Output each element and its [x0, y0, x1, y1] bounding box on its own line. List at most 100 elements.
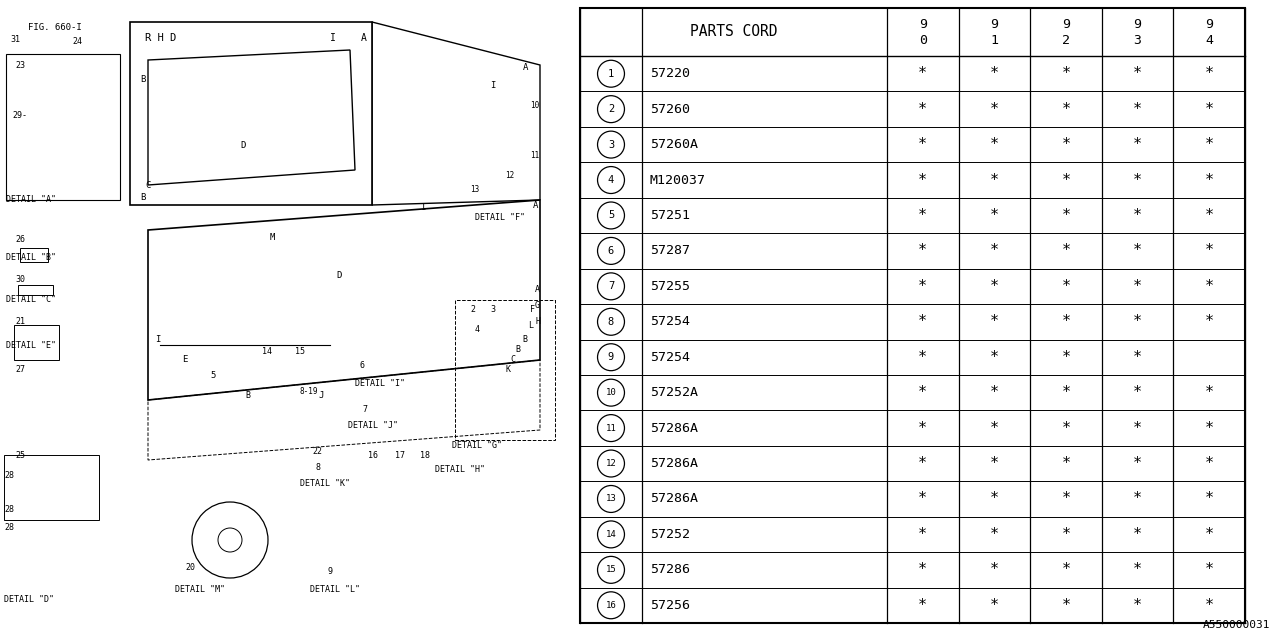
Text: *: * [918, 385, 928, 400]
Bar [131, 22, 372, 205]
Text: 9: 9 [1134, 17, 1142, 31]
Text: 7: 7 [608, 282, 614, 291]
Text: *: * [1204, 208, 1213, 223]
Text: 4: 4 [1206, 33, 1213, 47]
Text: A: A [535, 285, 540, 294]
Text: 9: 9 [991, 17, 998, 31]
Text: J: J [317, 390, 324, 399]
Text: 57286A: 57286A [650, 457, 698, 470]
Text: A: A [522, 63, 529, 72]
Text: *: * [989, 563, 998, 577]
Text: G: G [535, 301, 540, 310]
Text: 30: 30 [15, 275, 26, 285]
Text: 1: 1 [991, 33, 998, 47]
Text: *: * [918, 66, 928, 81]
Text: 3: 3 [608, 140, 614, 150]
Text: 5: 5 [608, 211, 614, 220]
Text: 2: 2 [470, 305, 475, 314]
Text: 9: 9 [328, 568, 333, 577]
Bar [4, 455, 99, 520]
Text: *: * [989, 66, 998, 81]
Text: 57286A: 57286A [650, 492, 698, 506]
Text: I: I [490, 81, 495, 90]
Text: *: * [1204, 385, 1213, 400]
Text: D: D [335, 271, 342, 280]
Text: *: * [989, 208, 998, 223]
Text: *: * [1061, 492, 1070, 506]
Text: *: * [1204, 563, 1213, 577]
Text: *: * [1133, 102, 1142, 116]
Text: B: B [522, 335, 527, 344]
Text: 5: 5 [210, 371, 215, 380]
Text: A: A [361, 33, 367, 43]
Text: H: H [535, 317, 540, 326]
Text: 57252A: 57252A [650, 386, 698, 399]
Text: 57220: 57220 [650, 67, 690, 80]
Text: 10: 10 [605, 388, 617, 397]
Text: K: K [506, 365, 509, 374]
Text: A550000031: A550000031 [1202, 620, 1270, 630]
Text: *: * [989, 279, 998, 294]
Text: 27: 27 [15, 365, 26, 374]
Text: PARTS CORD: PARTS CORD [690, 24, 777, 40]
Text: 4: 4 [608, 175, 614, 185]
Text: DETAIL "F": DETAIL "F" [475, 214, 525, 223]
Text: *: * [1133, 563, 1142, 577]
Text: D: D [241, 141, 246, 150]
Text: *: * [989, 102, 998, 116]
Text: *: * [1204, 527, 1213, 542]
Text: 17: 17 [396, 451, 404, 460]
Text: 16: 16 [605, 601, 617, 610]
Text: B: B [140, 76, 146, 84]
Text: *: * [1061, 527, 1070, 542]
Text: DETAIL "D": DETAIL "D" [4, 595, 54, 605]
Text: *: * [1133, 208, 1142, 223]
Text: 4: 4 [475, 326, 480, 335]
Text: 15: 15 [294, 348, 305, 356]
Text: 6: 6 [360, 360, 365, 369]
Text: FIG. 660-I: FIG. 660-I [28, 24, 82, 33]
Text: *: * [918, 243, 928, 259]
Text: *: * [1204, 137, 1213, 152]
Text: *: * [1061, 137, 1070, 152]
Text: *: * [1061, 66, 1070, 81]
Text: *: * [918, 563, 928, 577]
Text: *: * [1061, 279, 1070, 294]
Text: 3: 3 [490, 305, 495, 314]
Text: 28: 28 [4, 506, 14, 515]
Text: *: * [1204, 243, 1213, 259]
Text: B: B [244, 390, 250, 399]
Bar [6, 54, 120, 200]
Text: 25: 25 [15, 451, 26, 460]
Text: *: * [1061, 598, 1070, 612]
Text: *: * [1204, 66, 1213, 81]
Text: *: * [989, 137, 998, 152]
Text: *: * [1061, 420, 1070, 436]
Text: E: E [182, 355, 187, 365]
Text: 2: 2 [608, 104, 614, 114]
Text: 9: 9 [608, 352, 614, 362]
Text: 26: 26 [15, 236, 26, 244]
Polygon shape [372, 22, 540, 205]
Text: *: * [989, 420, 998, 436]
Text: *: * [918, 420, 928, 436]
Text: 57286A: 57286A [650, 422, 698, 435]
Text: C: C [509, 355, 515, 365]
Text: *: * [1133, 173, 1142, 188]
Text: M: M [270, 232, 275, 241]
Text: *: * [918, 456, 928, 471]
Text: DETAIL "J": DETAIL "J" [348, 420, 398, 429]
Text: 8-19: 8-19 [300, 387, 319, 397]
Text: *: * [1133, 527, 1142, 542]
Text: *: * [1133, 456, 1142, 471]
Text: DETAIL "C": DETAIL "C" [6, 296, 56, 305]
Text: *: * [1061, 563, 1070, 577]
Text: *: * [1133, 420, 1142, 436]
Text: 15: 15 [605, 565, 617, 574]
Text: 57251: 57251 [650, 209, 690, 222]
Text: *: * [1061, 385, 1070, 400]
Text: DETAIL "I": DETAIL "I" [355, 378, 404, 387]
Text: 6: 6 [608, 246, 614, 256]
Text: *: * [1061, 102, 1070, 116]
Text: *: * [1061, 456, 1070, 471]
